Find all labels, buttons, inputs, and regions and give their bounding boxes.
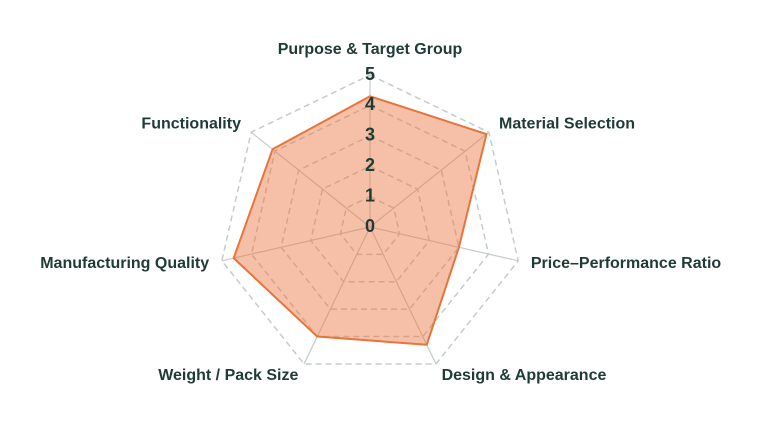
r-tick-label: 5 [365, 64, 375, 84]
grid-ring [339, 195, 401, 256]
category-label: Manufacturing Quality [40, 255, 209, 272]
spoke [369, 226, 437, 365]
radar-area [232, 95, 488, 346]
spoke [303, 226, 371, 365]
category-label: Purpose & Target Group [278, 41, 463, 58]
r-tick-label: 2 [365, 155, 375, 175]
category-label: Price–Performance Ratio [531, 255, 722, 272]
r-tick-label: 1 [365, 185, 375, 205]
category-label: Functionality [141, 115, 241, 132]
category-label: Design & Appearance [442, 367, 607, 384]
r-tick-label: 0 [365, 216, 375, 236]
spoke [369, 226, 519, 262]
grid-ring [250, 104, 490, 338]
grid-ring [280, 134, 460, 310]
spoke [369, 131, 490, 228]
category-label: Weight / Pack Size [158, 367, 298, 384]
category-label: Material Selection [499, 115, 635, 132]
r-tick-label: 4 [365, 94, 375, 114]
grid-ring [220, 74, 520, 365]
grid-ring [309, 165, 431, 283]
r-tick-label: 3 [365, 125, 375, 145]
spoke [250, 131, 371, 228]
spoke [221, 226, 371, 262]
